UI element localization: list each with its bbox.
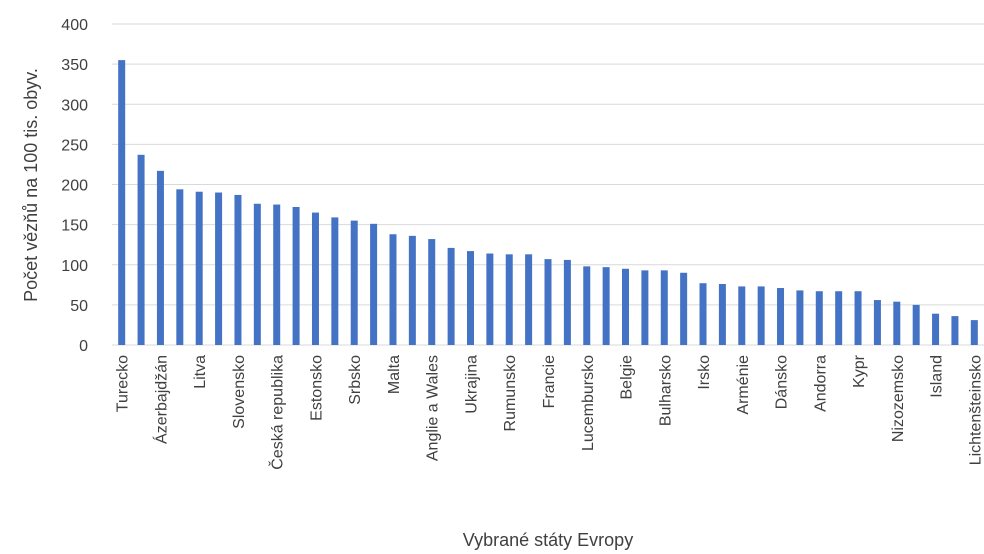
bar <box>641 270 649 345</box>
y-tick-label: 250 <box>61 137 88 154</box>
bar <box>331 217 339 345</box>
bar <box>699 283 707 345</box>
bar <box>563 259 571 345</box>
y-tick-label: 300 <box>61 97 88 114</box>
bar <box>951 316 959 345</box>
x-tick-label: Island <box>929 355 946 398</box>
bar <box>738 286 746 345</box>
x-tick-label: Bulharsko <box>657 355 674 426</box>
x-tick-label: Anglie a Wales <box>425 355 442 461</box>
y-tick-label: 400 <box>61 17 88 34</box>
bar <box>835 291 843 345</box>
bar <box>273 204 281 345</box>
bars <box>118 60 978 346</box>
bar <box>137 154 145 345</box>
bar <box>777 288 785 345</box>
bar <box>350 220 358 345</box>
y-tick-label: 0 <box>79 338 88 355</box>
bar <box>176 189 184 345</box>
x-tick-label: Belgie <box>619 355 636 400</box>
bar <box>796 290 804 345</box>
x-axis-title: Vybrané státy Evropy <box>463 530 633 550</box>
x-tick-label: Francie <box>541 355 558 408</box>
bar <box>932 313 940 345</box>
y-tick-label: 100 <box>61 258 88 275</box>
y-tick-label: 200 <box>61 178 88 195</box>
x-tick-label: Arménie <box>735 355 752 415</box>
bar <box>583 266 591 345</box>
bar <box>253 203 261 345</box>
y-tick-label: 50 <box>70 298 88 315</box>
x-tick-label: Ázerbajdžán <box>151 355 170 444</box>
bar <box>505 254 513 345</box>
bar <box>118 60 126 346</box>
bar <box>215 192 223 345</box>
bar <box>970 320 978 345</box>
x-axis-ticks: Turecko Ázerbajdžán Litva Slovensko Česká re… <box>115 354 984 469</box>
x-tick-label: Slovensko <box>231 355 248 429</box>
bar <box>428 239 436 345</box>
x-tick-label: Estonsko <box>308 355 325 421</box>
bar <box>195 191 203 345</box>
x-tick-label: Nizozemsko <box>890 355 907 442</box>
x-tick-label: Dánsko <box>774 355 791 409</box>
bar <box>757 286 765 345</box>
bar <box>370 223 378 345</box>
bar <box>854 291 862 345</box>
x-tick-label: Lichtenšteinsko <box>967 355 984 465</box>
bar <box>311 212 319 345</box>
bar <box>815 291 823 345</box>
y-axis-ticks: 0 50 100 150 200 250 300 350 400 <box>61 17 88 355</box>
x-tick-label: Litva <box>192 355 209 389</box>
bar <box>156 170 164 345</box>
bar <box>486 253 494 345</box>
x-tick-label: Kypr <box>851 354 868 388</box>
x-tick-label: Rumunsko <box>502 355 519 432</box>
bar <box>447 247 455 345</box>
bar <box>893 301 901 345</box>
bar <box>718 284 726 345</box>
bar <box>466 251 474 345</box>
x-tick-label: Turecko <box>115 355 132 412</box>
x-tick-label: Lucembursko <box>580 355 597 451</box>
bar <box>622 268 630 345</box>
bar <box>602 267 610 345</box>
bar <box>680 272 688 345</box>
bar <box>408 235 416 345</box>
bar <box>525 254 533 345</box>
x-tick-label: Andorra <box>812 355 829 412</box>
x-tick-label: Malta <box>386 355 403 394</box>
x-tick-label: Ukrajina <box>463 355 480 414</box>
y-tick-label: 150 <box>61 218 88 235</box>
x-tick-label: Česká republika <box>268 355 287 470</box>
y-tick-label: 350 <box>61 57 88 74</box>
bar <box>912 304 920 346</box>
y-axis-title: Počet vězňů na 100 tis. obyv. <box>21 68 41 302</box>
x-tick-label: Irsko <box>696 355 713 390</box>
bar <box>544 259 552 345</box>
bar <box>389 234 397 345</box>
bar <box>873 300 881 345</box>
bar <box>660 270 668 345</box>
x-tick-label: Srbsko <box>347 355 364 405</box>
bar <box>292 206 300 345</box>
bar <box>234 194 242 345</box>
